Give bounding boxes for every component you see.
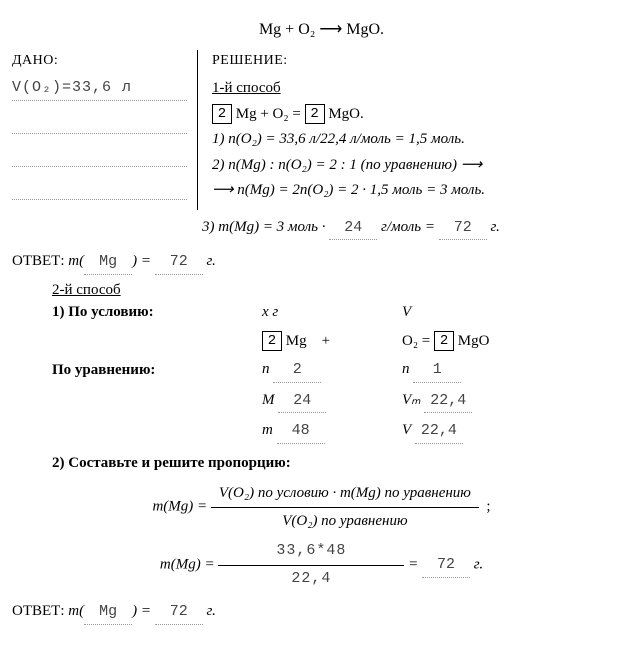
V2-sym: V	[402, 422, 411, 438]
n-sym-2: n	[402, 361, 410, 377]
formula-line-2: m(Mg) = 33,6*48 22,4 = 72 г.	[12, 540, 631, 590]
method2-block: 2-й способ 1) По условию: x г V 2 Mg + O…	[52, 279, 631, 475]
step-2a: 2) n(Mg) : n(O₂) = 2 : 1 (по уравнению) …	[212, 154, 631, 177]
V-o2-cell: V 22,4	[402, 419, 552, 444]
solution-label: РЕШЕНИЕ:	[212, 50, 631, 71]
frac1-num: V(O₂) по условию · m(Mg) по уравнению	[211, 482, 479, 508]
answer-element-2: Mg	[84, 601, 132, 625]
given-value: V(O₂)=33,6 л	[12, 77, 132, 100]
prop-title-text: 2) Составьте и решите пропорцию:	[52, 455, 291, 471]
n-sym-1: n	[262, 361, 270, 377]
given-label: ДАНО:	[12, 50, 187, 71]
answer-value-2: 72	[155, 601, 203, 625]
result-unit: г.	[470, 556, 483, 572]
answer-paren: ) =	[132, 253, 155, 269]
coef-box-2: 2	[305, 104, 325, 124]
coef-box-4: 2	[434, 331, 454, 351]
mg-text: Mg	[286, 333, 307, 349]
answer-1: ОТВЕТ: m(Mg) = 72 г.	[12, 250, 631, 275]
method2-title: 2-й способ	[52, 279, 631, 302]
coef-box-3: 2	[262, 331, 282, 351]
n-o2-val: 1	[413, 359, 461, 383]
mgo-text: MgO	[458, 333, 490, 349]
main-equation: Mg + O₂ ⟶ MgO.	[12, 18, 631, 42]
Vm-o2-val: 22,4	[424, 390, 472, 414]
m-mg-val: 48	[277, 420, 325, 444]
eq-result: =	[408, 556, 422, 572]
given-line-4	[12, 177, 187, 200]
step3-result: 72	[439, 217, 487, 241]
answer-label-2: ОТВЕТ:	[12, 603, 65, 619]
proportion-title: 2) Составьте и решите пропорцию:	[52, 452, 631, 475]
by-equation-label: По уравнению:	[52, 359, 262, 382]
o2-eq: O₂ =	[402, 333, 434, 349]
coef-box-1: 2	[212, 104, 232, 124]
frac-lhs-2: m(Mg) =	[160, 556, 218, 572]
eq-left-side: 2 Mg +	[262, 330, 402, 353]
solution-column: РЕШЕНИЕ: 1-й способ 2 Mg + O₂ = 2 MgO. 1…	[197, 50, 631, 210]
eq-post: MgO.	[328, 106, 363, 122]
answer-m-2: m(	[68, 603, 84, 619]
given-line-2	[12, 111, 187, 134]
method2-grid: 1) По условию: x г V 2 Mg + O₂ = 2 MgO П…	[52, 301, 631, 444]
Vm-sym: Vₘ	[402, 392, 421, 408]
given-column: ДАНО: V(O₂)=33,6 л	[12, 50, 197, 210]
method1-title: 1-й способ	[212, 77, 631, 100]
V-o2-val: 22,4	[415, 420, 463, 444]
step-1-text: 1) n(O₂) = 33,6 л/22,4 л/моль = 1,5 моль…	[212, 131, 465, 147]
answer-unit-2: г.	[203, 603, 216, 619]
step-3: 3) m(Mg) = 3 моль · 24 г/моль = 72 г.	[202, 216, 631, 241]
given-line-3	[12, 144, 187, 167]
result-value: 72	[422, 554, 470, 578]
step-2a-text: 2) n(Mg) : n(O₂) = 2 : 1 (по уравнению) …	[212, 157, 482, 173]
M-mg-cell: M 24	[262, 389, 402, 414]
answer-paren-2: ) =	[132, 603, 155, 619]
step-2b: ⟶ n(Mg) = 2n(O₂) = 2 · 1,5 моль = 3 моль…	[212, 179, 631, 202]
frac1-den: V(O₂) по уравнению	[211, 508, 479, 533]
m-sym: m	[262, 422, 273, 438]
given-line-1: V(O₂)=33,6 л	[12, 77, 187, 101]
step-1: 1) n(O₂) = 33,6 л/22,4 л/моль = 1,5 моль…	[212, 128, 631, 151]
formula-line-1: m(Mg) = V(O₂) по условию · m(Mg) по урав…	[12, 482, 631, 532]
x-grams: x г	[262, 301, 402, 324]
step3-molar-mass: 24	[329, 217, 377, 241]
step-2b-text: ⟶ n(Mg) = 2n(O₂) = 2 · 1,5 моль = 3 моль…	[212, 182, 485, 198]
step3-post: г.	[487, 219, 500, 235]
answer-unit: г.	[203, 253, 216, 269]
eq-pre: Mg + O₂ =	[236, 106, 305, 122]
n-mg-cell: n 2	[262, 358, 402, 383]
frac2-num: 33,6*48	[218, 540, 404, 566]
answer-m: m(	[68, 253, 84, 269]
semicolon: ;	[486, 498, 490, 514]
answer-element: Mg	[84, 251, 132, 275]
Vm-o2-cell: Vₘ 22,4	[402, 389, 552, 414]
answer-2: ОТВЕТ: m(Mg) = 72 г.	[12, 600, 631, 625]
plus-sign: +	[322, 333, 330, 349]
n-o2-cell: n 1	[402, 358, 552, 383]
answer-value: 72	[155, 251, 203, 275]
balanced-equation: 2 Mg + O₂ = 2 MgO.	[212, 103, 631, 126]
m-mg-cell: m 48	[262, 419, 402, 444]
frac-lhs-1: m(Mg) =	[152, 498, 210, 514]
fraction-2: 33,6*48 22,4	[218, 540, 404, 590]
eq-right-side: O₂ = 2 MgO	[402, 330, 552, 353]
v-symbol: V	[402, 301, 552, 324]
n-mg-val: 2	[273, 359, 321, 383]
step3-pre: 3) m(Mg) = 3 моль ·	[202, 219, 329, 235]
M-mg-val: 24	[278, 390, 326, 414]
by-cond-text: 1) По условию:	[52, 304, 154, 320]
fraction-1: V(O₂) по условию · m(Mg) по уравнению V(…	[211, 482, 479, 532]
answer-label: ОТВЕТ:	[12, 253, 65, 269]
frac2-den: 22,4	[218, 566, 404, 591]
step3-mid: г/моль =	[377, 219, 438, 235]
problem-layout: ДАНО: V(O₂)=33,6 л РЕШЕНИЕ: 1-й способ 2…	[12, 50, 631, 210]
by-eq-text: По уравнению:	[52, 362, 155, 378]
M-sym: M	[262, 392, 275, 408]
by-condition-label: 1) По условию:	[52, 301, 262, 324]
